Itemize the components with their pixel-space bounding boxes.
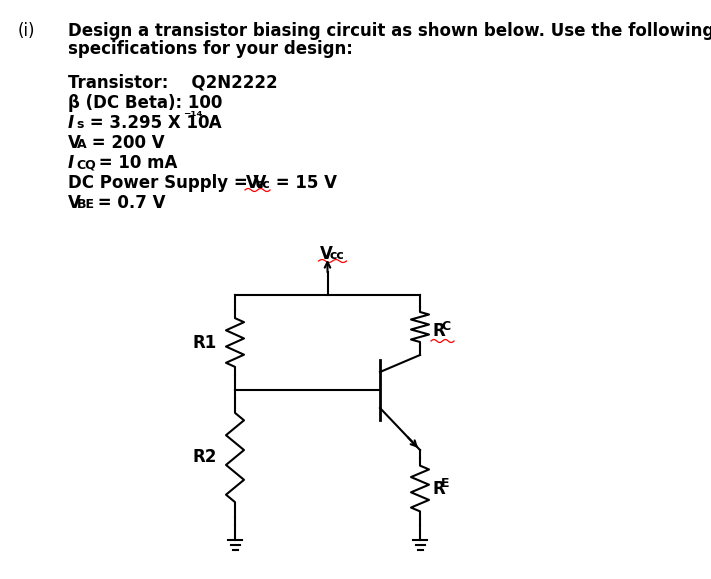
Text: V: V <box>319 245 332 263</box>
Text: = 10 mA: = 10 mA <box>93 154 177 172</box>
Text: R: R <box>432 322 445 340</box>
Text: = 3.295 X 10: = 3.295 X 10 <box>84 114 210 132</box>
Text: C: C <box>441 320 450 332</box>
Text: V: V <box>68 194 81 212</box>
Text: β (DC Beta): 100: β (DC Beta): 100 <box>68 94 223 112</box>
Text: Transistor:    Q2N2222: Transistor: Q2N2222 <box>68 74 277 92</box>
Text: I: I <box>68 154 74 172</box>
Text: R: R <box>432 479 445 497</box>
Text: R1: R1 <box>193 334 218 351</box>
Text: A: A <box>77 138 87 151</box>
Text: E: E <box>441 477 449 490</box>
Text: V: V <box>68 134 81 152</box>
Text: = 0.7 V: = 0.7 V <box>92 194 166 212</box>
Text: specifications for your design:: specifications for your design: <box>68 40 353 58</box>
Text: s: s <box>76 118 83 131</box>
Text: = 200 V: = 200 V <box>86 134 165 152</box>
Text: cc: cc <box>255 178 269 191</box>
Text: V: V <box>246 174 259 192</box>
Text: I: I <box>68 114 74 132</box>
Text: A: A <box>203 114 222 132</box>
Text: cc: cc <box>329 249 344 262</box>
Text: Design a transistor biasing circuit as shown below. Use the following: Design a transistor biasing circuit as s… <box>68 22 711 40</box>
Text: R2: R2 <box>193 449 218 467</box>
Text: (i): (i) <box>18 22 36 40</box>
Text: = 15 V: = 15 V <box>270 174 337 192</box>
Text: DC Power Supply = V: DC Power Supply = V <box>68 174 267 192</box>
Text: ⁻¹⁴: ⁻¹⁴ <box>183 110 203 124</box>
Text: BE: BE <box>77 198 95 211</box>
Text: CQ: CQ <box>76 158 96 171</box>
